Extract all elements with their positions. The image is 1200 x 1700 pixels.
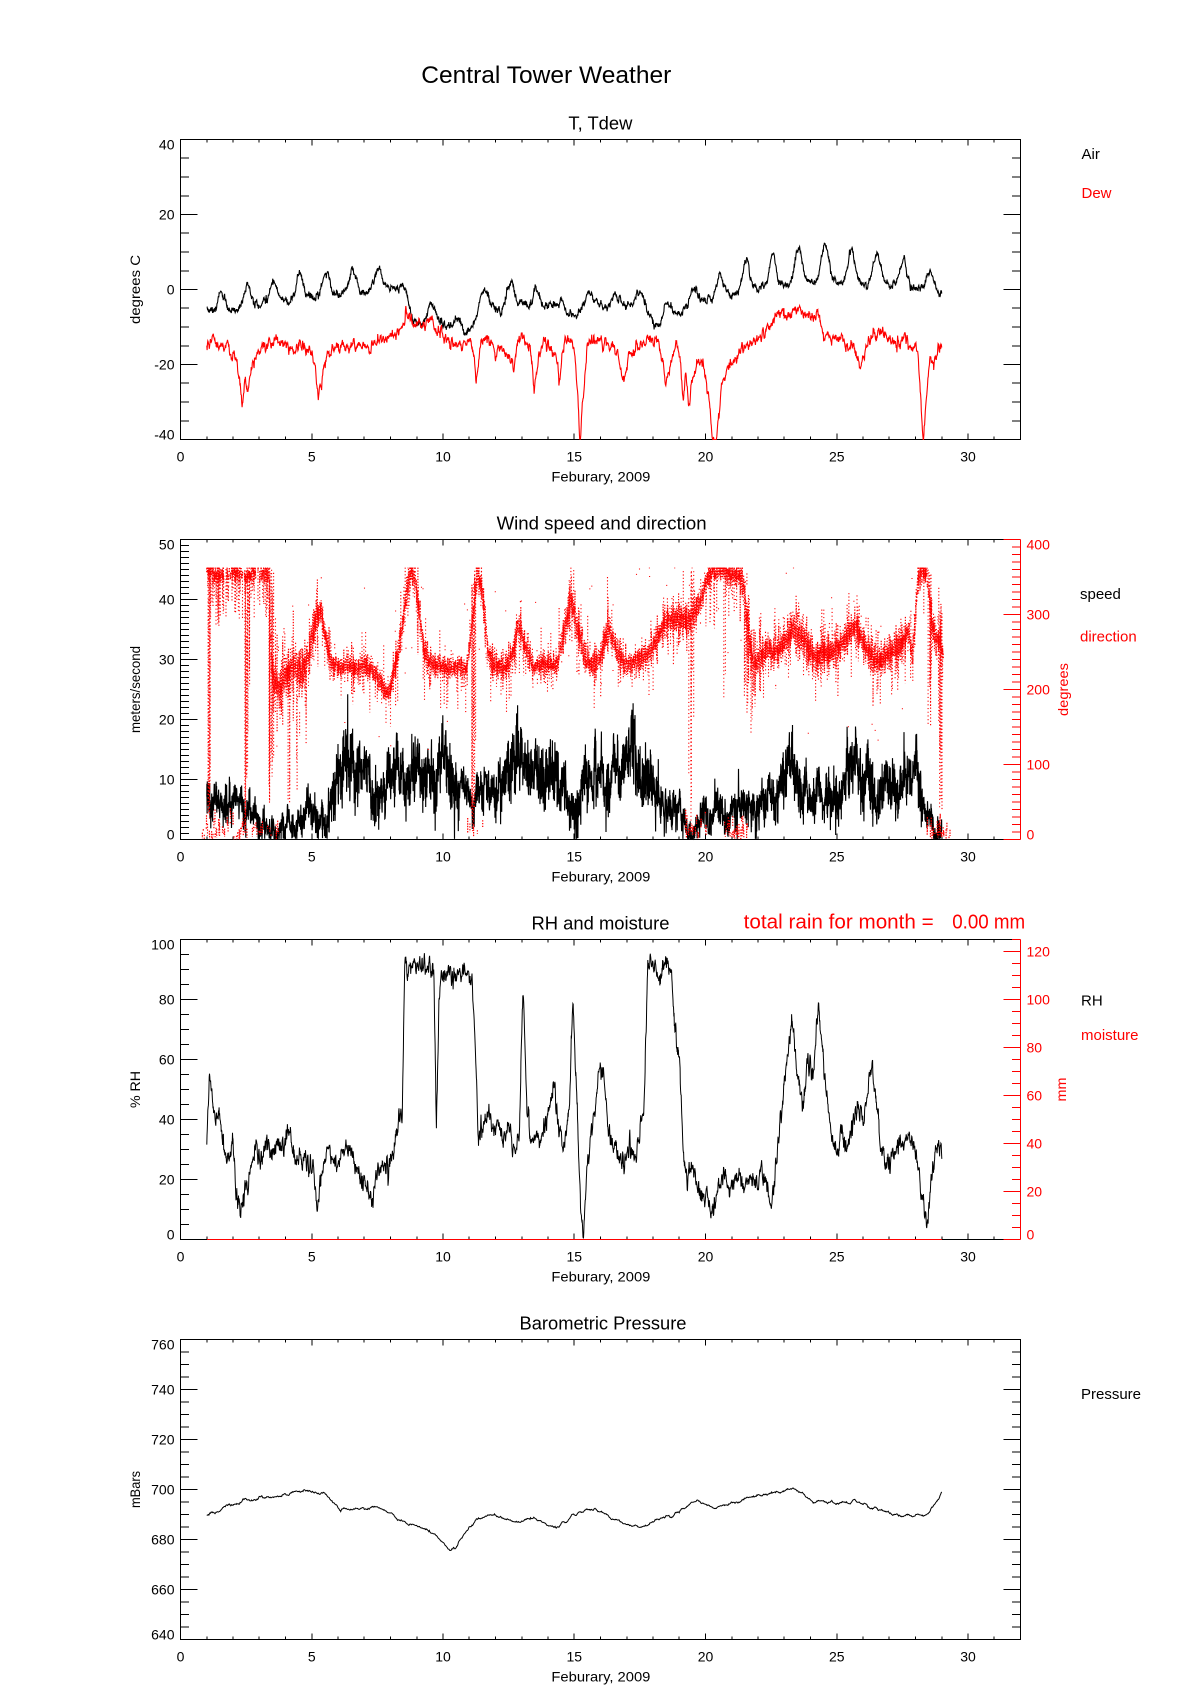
svg-text:moisture: moisture <box>1081 1027 1139 1044</box>
svg-text:% RH: % RH <box>127 1071 143 1108</box>
svg-text:Feburary, 2009: Feburary, 2009 <box>551 1269 650 1285</box>
svg-text:T, Tdew: T, Tdew <box>568 113 633 134</box>
svg-text:25: 25 <box>829 1648 845 1664</box>
svg-text:10: 10 <box>435 1248 451 1264</box>
svg-text:60: 60 <box>159 1052 175 1068</box>
svg-text:0.00 mm: 0.00 mm <box>952 912 1025 934</box>
svg-text:10: 10 <box>435 1648 451 1664</box>
svg-text:mBars: mBars <box>127 1471 143 1508</box>
svg-text:30: 30 <box>960 1248 976 1264</box>
svg-text:0: 0 <box>1027 827 1035 843</box>
svg-text:120: 120 <box>1027 944 1051 960</box>
svg-text:100: 100 <box>1027 757 1051 773</box>
svg-text:40: 40 <box>159 1112 175 1128</box>
svg-text:30: 30 <box>159 652 175 668</box>
svg-text:100: 100 <box>1027 992 1051 1008</box>
svg-text:40: 40 <box>159 137 175 153</box>
svg-text:5: 5 <box>308 1648 316 1664</box>
svg-text:0: 0 <box>177 1648 185 1664</box>
svg-text:0: 0 <box>177 1248 185 1264</box>
svg-text:40: 40 <box>159 592 175 608</box>
svg-text:total rain for month =: total rain for month = <box>744 912 934 934</box>
svg-text:RH and moisture: RH and moisture <box>532 913 670 934</box>
svg-text:Feburary, 2009: Feburary, 2009 <box>551 869 650 885</box>
svg-text:640: 640 <box>151 1627 175 1643</box>
svg-text:10: 10 <box>435 448 451 464</box>
svg-text:-40: -40 <box>154 427 174 443</box>
svg-text:25: 25 <box>829 848 845 864</box>
svg-text:5: 5 <box>308 848 316 864</box>
svg-text:15: 15 <box>566 1248 582 1264</box>
svg-text:Feburary, 2009: Feburary, 2009 <box>551 469 650 485</box>
svg-text:Feburary, 2009: Feburary, 2009 <box>551 1669 650 1685</box>
svg-text:meters/second: meters/second <box>127 646 143 733</box>
svg-text:degrees: degrees <box>1055 663 1071 716</box>
svg-text:30: 30 <box>960 848 976 864</box>
svg-text:20: 20 <box>1027 1184 1043 1200</box>
svg-text:0: 0 <box>1027 1227 1035 1243</box>
svg-text:100: 100 <box>151 937 175 953</box>
svg-text:50: 50 <box>159 537 175 553</box>
svg-text:Air: Air <box>1082 146 1100 163</box>
svg-text:80: 80 <box>1027 1040 1043 1056</box>
svg-text:30: 30 <box>960 448 976 464</box>
svg-text:20: 20 <box>698 448 714 464</box>
svg-text:20: 20 <box>698 1648 714 1664</box>
svg-text:400: 400 <box>1027 537 1051 553</box>
svg-text:Barometric Pressure: Barometric Pressure <box>520 1313 687 1334</box>
svg-text:Wind speed and direction: Wind speed and direction <box>497 513 707 534</box>
svg-text:20: 20 <box>698 1248 714 1264</box>
svg-text:60: 60 <box>1027 1088 1043 1104</box>
svg-text:15: 15 <box>566 448 582 464</box>
svg-text:20: 20 <box>159 712 175 728</box>
svg-text:25: 25 <box>829 448 845 464</box>
svg-text:40: 40 <box>1027 1136 1043 1152</box>
svg-text:speed: speed <box>1080 586 1121 603</box>
svg-text:0: 0 <box>167 282 175 298</box>
svg-text:25: 25 <box>829 1248 845 1264</box>
svg-text:Central Tower Weather: Central Tower Weather <box>421 62 671 89</box>
svg-text:degrees C: degrees C <box>127 255 143 324</box>
svg-text:Pressure: Pressure <box>1081 1386 1141 1403</box>
svg-text:15: 15 <box>566 1648 582 1664</box>
svg-text:0: 0 <box>167 827 175 843</box>
svg-text:RH: RH <box>1081 993 1103 1010</box>
svg-text:5: 5 <box>308 448 316 464</box>
svg-text:680: 680 <box>151 1532 175 1548</box>
svg-text:10: 10 <box>435 848 451 864</box>
svg-text:0: 0 <box>177 448 185 464</box>
svg-text:30: 30 <box>960 1648 976 1664</box>
svg-text:200: 200 <box>1027 682 1051 698</box>
svg-text:mm: mm <box>1053 1078 1069 1102</box>
svg-text:15: 15 <box>566 848 582 864</box>
svg-text:10: 10 <box>159 772 175 788</box>
svg-text:300: 300 <box>1027 607 1051 623</box>
svg-text:740: 740 <box>151 1382 175 1398</box>
svg-text:-20: -20 <box>154 357 174 373</box>
svg-text:720: 720 <box>151 1432 175 1448</box>
svg-text:0: 0 <box>177 848 185 864</box>
svg-text:Dew: Dew <box>1082 185 1112 202</box>
svg-text:760: 760 <box>151 1337 175 1353</box>
svg-text:direction: direction <box>1080 629 1137 646</box>
svg-text:20: 20 <box>159 1172 175 1188</box>
svg-text:660: 660 <box>151 1582 175 1598</box>
svg-text:0: 0 <box>167 1227 175 1243</box>
svg-text:20: 20 <box>698 848 714 864</box>
svg-text:700: 700 <box>151 1482 175 1498</box>
svg-text:5: 5 <box>308 1248 316 1264</box>
svg-text:20: 20 <box>159 207 175 223</box>
svg-text:80: 80 <box>159 992 175 1008</box>
